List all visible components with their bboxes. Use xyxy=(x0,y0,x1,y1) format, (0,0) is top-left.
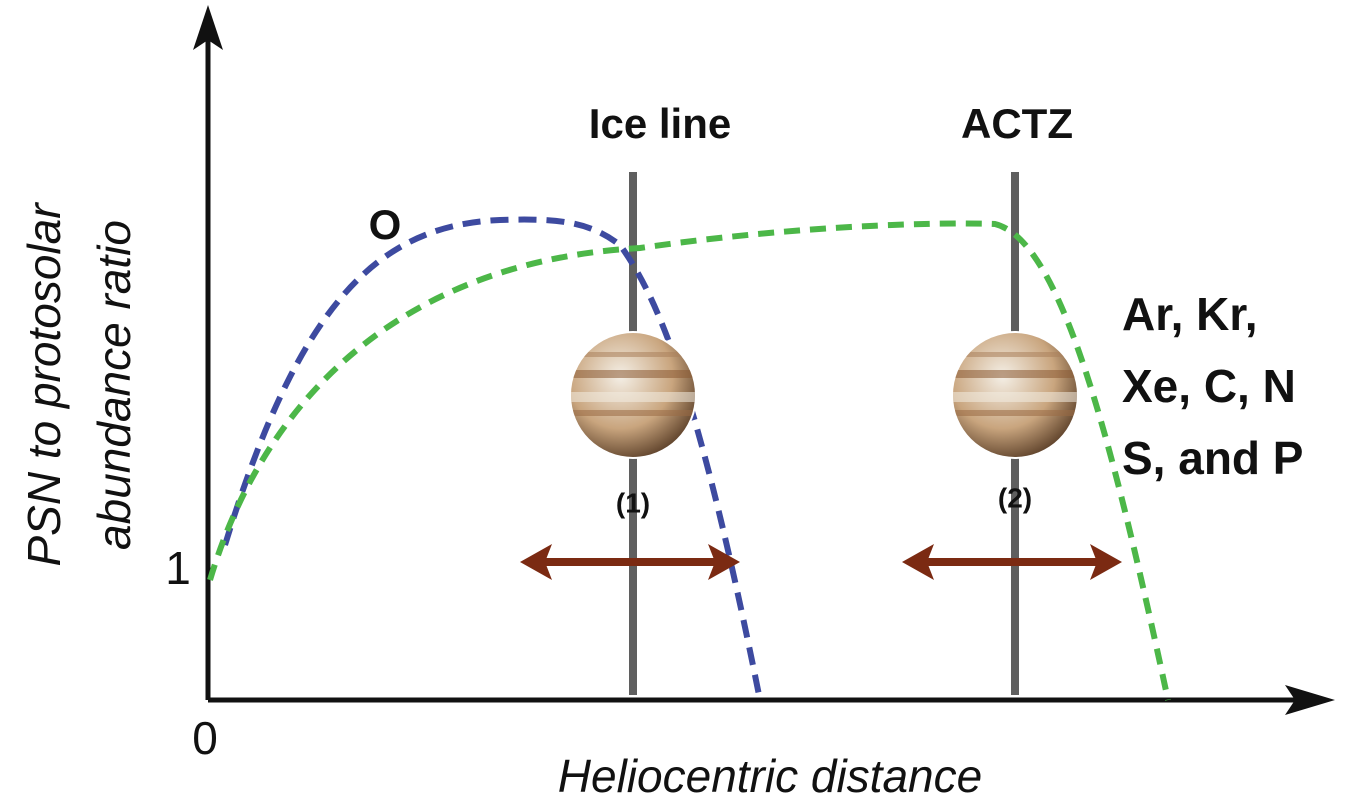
x-origin-label: 0 xyxy=(192,712,218,764)
planet-label: (2) xyxy=(998,482,1032,513)
y-tick-label: 1 xyxy=(165,542,191,594)
noble-gas-curve xyxy=(207,220,1171,701)
marker-lines xyxy=(629,172,1019,695)
planet-label: (1) xyxy=(616,487,650,518)
curve-label: S, and P xyxy=(1122,432,1303,484)
y-axis-label: PSN to protosolar xyxy=(18,202,70,567)
planet xyxy=(569,331,697,459)
arrow-heads xyxy=(520,544,1122,580)
x-axis-label: Heliocentric distance xyxy=(558,750,982,802)
axes xyxy=(193,5,1335,715)
curve-label: Ar, Kr, xyxy=(1122,288,1258,340)
curve-label: O xyxy=(369,201,402,248)
y-axis-label: abundance ratio xyxy=(88,220,140,550)
curve-label: Xe, C, N xyxy=(1122,360,1296,412)
o-curve xyxy=(222,216,763,701)
planet xyxy=(951,331,1079,459)
marker-label: Ice line xyxy=(589,100,731,147)
marker-label: ACTZ xyxy=(961,100,1073,147)
